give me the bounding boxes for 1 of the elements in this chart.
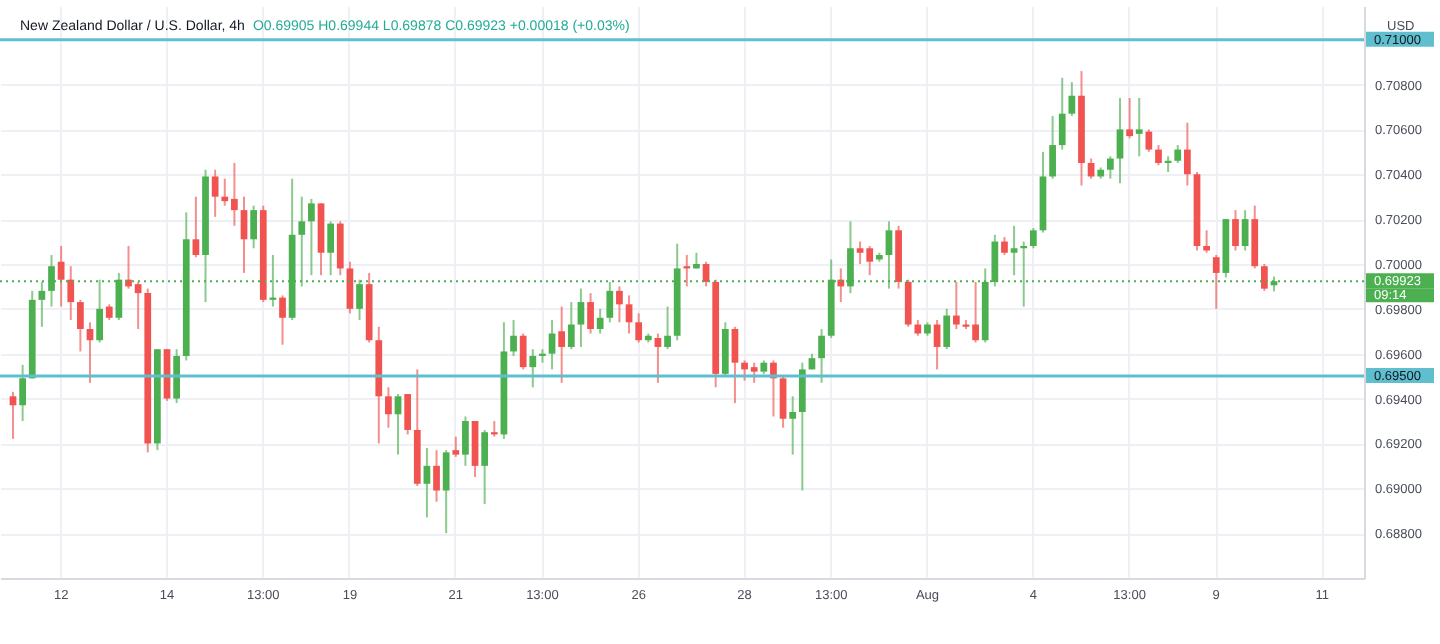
candlestick [490, 419, 498, 438]
